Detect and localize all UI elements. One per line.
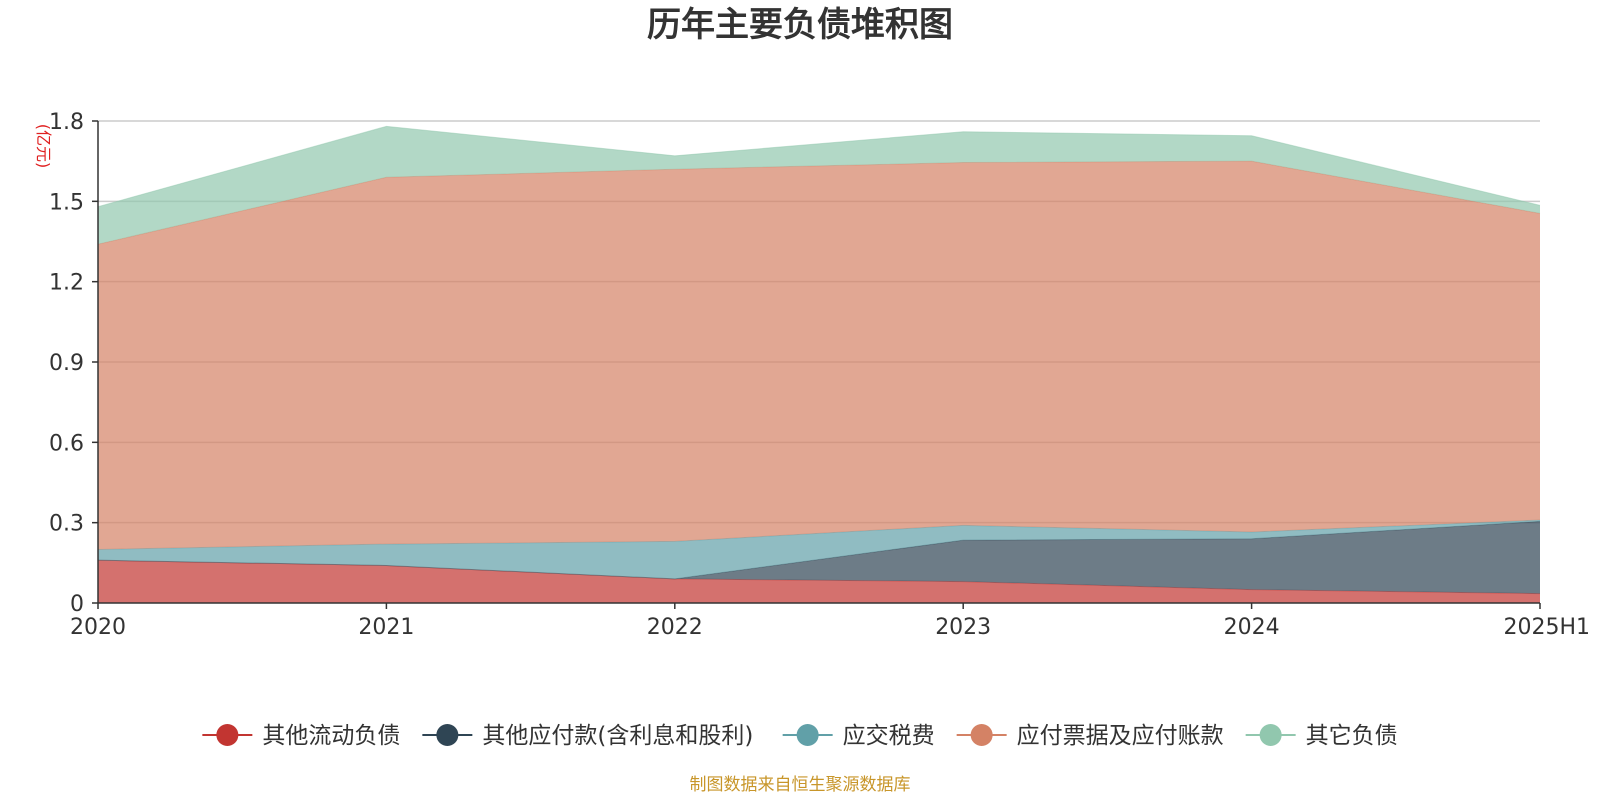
area-series-4 (98, 126, 1540, 245)
y-tick-label: 0 (70, 592, 84, 617)
area-series-2 (98, 519, 1540, 579)
y-tick-label: 1.2 (49, 271, 84, 296)
y-tick-label: 0.3 (49, 512, 84, 537)
legend-circle-marker (1259, 724, 1282, 746)
legend-label: 应交税费 (843, 723, 935, 749)
legend-label: 应付票据及应付账款 (1017, 723, 1224, 749)
x-tick-label: 2020 (70, 615, 126, 640)
x-tick-label: 2025H1 (1503, 615, 1590, 640)
legend-circle-marker (216, 724, 239, 746)
legend-item-2[interactable]: 应交税费 (782, 723, 935, 749)
legend-circle-marker (796, 724, 819, 746)
legend-item-4[interactable]: 其它负债 (1245, 723, 1398, 749)
x-tick-label: 2021 (358, 615, 414, 640)
legend-label: 其他应付款(含利息和股利) (482, 723, 753, 749)
area-series-3 (98, 161, 1540, 550)
legend-circle-marker (436, 724, 459, 746)
y-tick-label: 0.9 (49, 351, 84, 376)
y-axis-unit: (亿元) (34, 124, 53, 169)
legend-label: 其他流动负债 (262, 723, 400, 749)
legend-item-1[interactable]: 其他应付款(含利息和股利) (422, 723, 753, 749)
legend-item-0[interactable]: 其他流动负债 (202, 723, 400, 749)
area-series-line-4 (97, 125, 1541, 208)
x-tick-label: 2023 (935, 615, 991, 640)
chart-title: 历年主要负债堆积图 (647, 5, 953, 45)
legend[interactable]: 其他流动负债 其他应付款(含利息和股利) 应交税费 应付票据及应付账款 其它负债 (202, 723, 1398, 749)
y-tick-label: 1.5 (49, 190, 84, 215)
legend-circle-marker (970, 724, 993, 746)
data-source-note: 制图数据来自恒生聚源数据库 (690, 775, 911, 795)
area-series-0 (98, 560, 1540, 603)
x-tick-label: 2024 (1224, 615, 1280, 640)
x-tick-label: 2022 (647, 615, 703, 640)
legend-label: 其它负债 (1306, 723, 1398, 749)
y-tick-label: 1.8 (49, 110, 84, 135)
y-tick-label: 0.6 (49, 431, 84, 456)
legend-item-3[interactable]: 应付票据及应付账款 (956, 723, 1224, 749)
axes: 0 0.3 0.6 0.9 1.2 1.5 1.8 2020 2021 2022 2023 2024 2… (49, 110, 1590, 640)
area-series (97, 125, 1541, 603)
